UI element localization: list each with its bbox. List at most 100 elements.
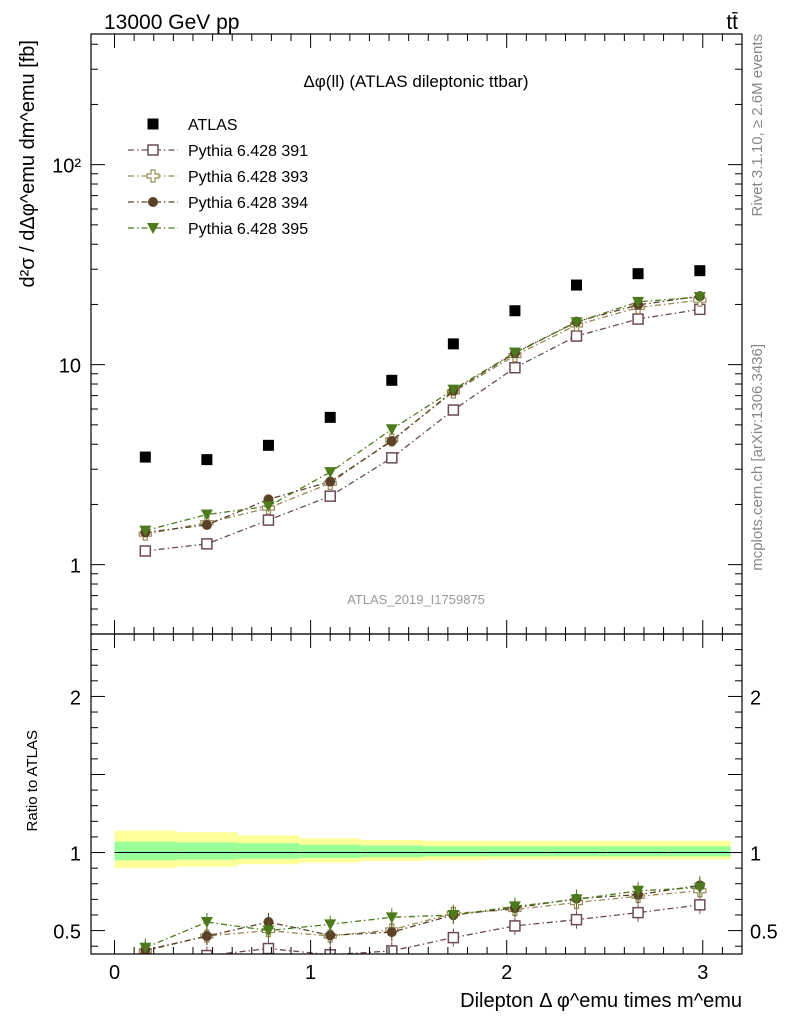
ratio-point <box>324 919 337 931</box>
ratio-series-1 <box>138 881 707 954</box>
x-tick-label: 3 <box>697 962 708 984</box>
data-point <box>447 404 460 416</box>
legend-marker <box>146 169 160 183</box>
ratio-point <box>262 942 275 954</box>
legend-entry: Pythia 6.428 391 <box>128 143 308 160</box>
data-point <box>262 501 275 513</box>
data-point <box>632 296 645 308</box>
data-point <box>693 291 706 303</box>
ratio-series-0 <box>139 895 706 954</box>
ratio-point <box>200 917 213 928</box>
data-point <box>570 330 583 342</box>
plot-title: Δφ(ll) (ATLAS dileptonic ttbar) <box>303 72 528 91</box>
legend-entry: Pythia 6.428 394 <box>128 195 308 212</box>
ratio-point <box>386 945 398 954</box>
ratio-tick-label-left: 0.5 <box>53 922 81 944</box>
main-series-1 <box>139 303 706 557</box>
ratio-y-axis-label: Ratio to ATLAS <box>24 730 41 831</box>
legend-entry: Pythia 6.428 393 <box>128 169 308 186</box>
data-point <box>571 279 583 291</box>
ratio-series-group <box>138 876 707 954</box>
legend-marker <box>147 118 159 130</box>
main-series-4 <box>139 291 706 537</box>
ratio-line <box>145 884 700 951</box>
x-tick-label: 2 <box>501 962 512 984</box>
series-line <box>145 299 700 535</box>
ratio-tick-label-right: 2 <box>750 687 761 709</box>
ratio-line <box>214 904 700 954</box>
legend-entry: ATLAS <box>147 117 238 134</box>
data-point <box>386 436 397 447</box>
ratio-point <box>632 885 645 897</box>
stat-uncertainty-band <box>545 846 608 857</box>
ratio-point <box>262 925 275 937</box>
stat-uncertainty-band <box>176 842 238 860</box>
ratio-point <box>694 899 706 911</box>
energy-label: 13000 GeV pp <box>104 11 239 34</box>
ratio-plot-frame <box>90 633 743 955</box>
ratio-point <box>201 931 212 942</box>
ratio-tick-label-left: 2 <box>70 687 81 709</box>
stat-uncertainty-band <box>668 846 731 857</box>
ratio-point <box>508 901 521 913</box>
stat-uncertainty-band <box>422 846 485 857</box>
data-point <box>570 317 583 329</box>
data-point <box>139 545 152 557</box>
data-point <box>139 525 152 537</box>
data-point <box>386 452 398 464</box>
ratio-series-2 <box>140 876 705 954</box>
data-point <box>201 519 212 530</box>
data-point <box>447 338 459 350</box>
ratio-point <box>632 906 644 919</box>
ratio-point <box>509 920 521 932</box>
y-tick-label: 1 <box>70 556 81 578</box>
ratio-tick-label-right: 1 <box>750 844 761 866</box>
main-series-3 <box>140 291 705 538</box>
data-point <box>509 361 521 374</box>
ratio-point <box>139 942 152 954</box>
x-axis-label: Dilepton Δ φ^emu times m^emu <box>460 990 742 1012</box>
ratio-point <box>385 912 398 924</box>
ratio-tick-label-left: 1 <box>70 844 81 866</box>
legend-marker <box>147 144 159 156</box>
data-point <box>385 424 398 436</box>
legend-entry: Pythia 6.428 395 <box>128 221 308 238</box>
y-tick-label: 10 <box>59 356 81 378</box>
y-tick-label: 10² <box>52 156 81 178</box>
stat-uncertainty-band <box>360 845 423 858</box>
ratio-series-3 <box>139 878 706 954</box>
ratio-point <box>386 927 397 938</box>
analysis-label: ATLAS_2019_I1759875 <box>347 592 485 607</box>
data-point <box>694 265 706 277</box>
data-point <box>386 374 398 386</box>
stat-uncertainty-band <box>484 846 546 857</box>
data-point <box>324 411 336 423</box>
stat-uncertainty-band <box>237 843 300 859</box>
x-tick-label: 1 <box>305 962 316 984</box>
legend-label: Pythia 6.428 393 <box>188 169 308 186</box>
legend-marker <box>147 223 159 234</box>
main-series-0 <box>139 265 706 466</box>
legend-label: Pythia 6.428 394 <box>188 195 308 212</box>
data-point <box>324 467 337 479</box>
series-line <box>145 308 700 552</box>
ratio-point <box>201 949 213 954</box>
data-point <box>201 454 213 466</box>
series-line <box>145 296 700 532</box>
stat-uncertainty-band <box>607 846 669 857</box>
ratio-line <box>145 890 700 952</box>
ratio-point <box>570 913 583 926</box>
data-point <box>447 384 460 396</box>
ratio-tick-label-right: 0.5 <box>750 922 778 944</box>
ratio-point <box>447 909 460 921</box>
rivet-label: Rivet 3.1.10, ≥ 2.6M events <box>749 34 766 217</box>
legend: ATLAS Pythia 6.428 391 Pythia 6.428 393 Pyt… <box>128 117 308 238</box>
main-series-group <box>138 265 707 557</box>
series-line <box>145 295 700 534</box>
data-point <box>201 538 213 550</box>
stat-uncertainty-band <box>299 844 361 858</box>
legend-label: ATLAS <box>188 117 238 134</box>
data-point <box>632 313 644 325</box>
main-series-2 <box>138 293 707 541</box>
